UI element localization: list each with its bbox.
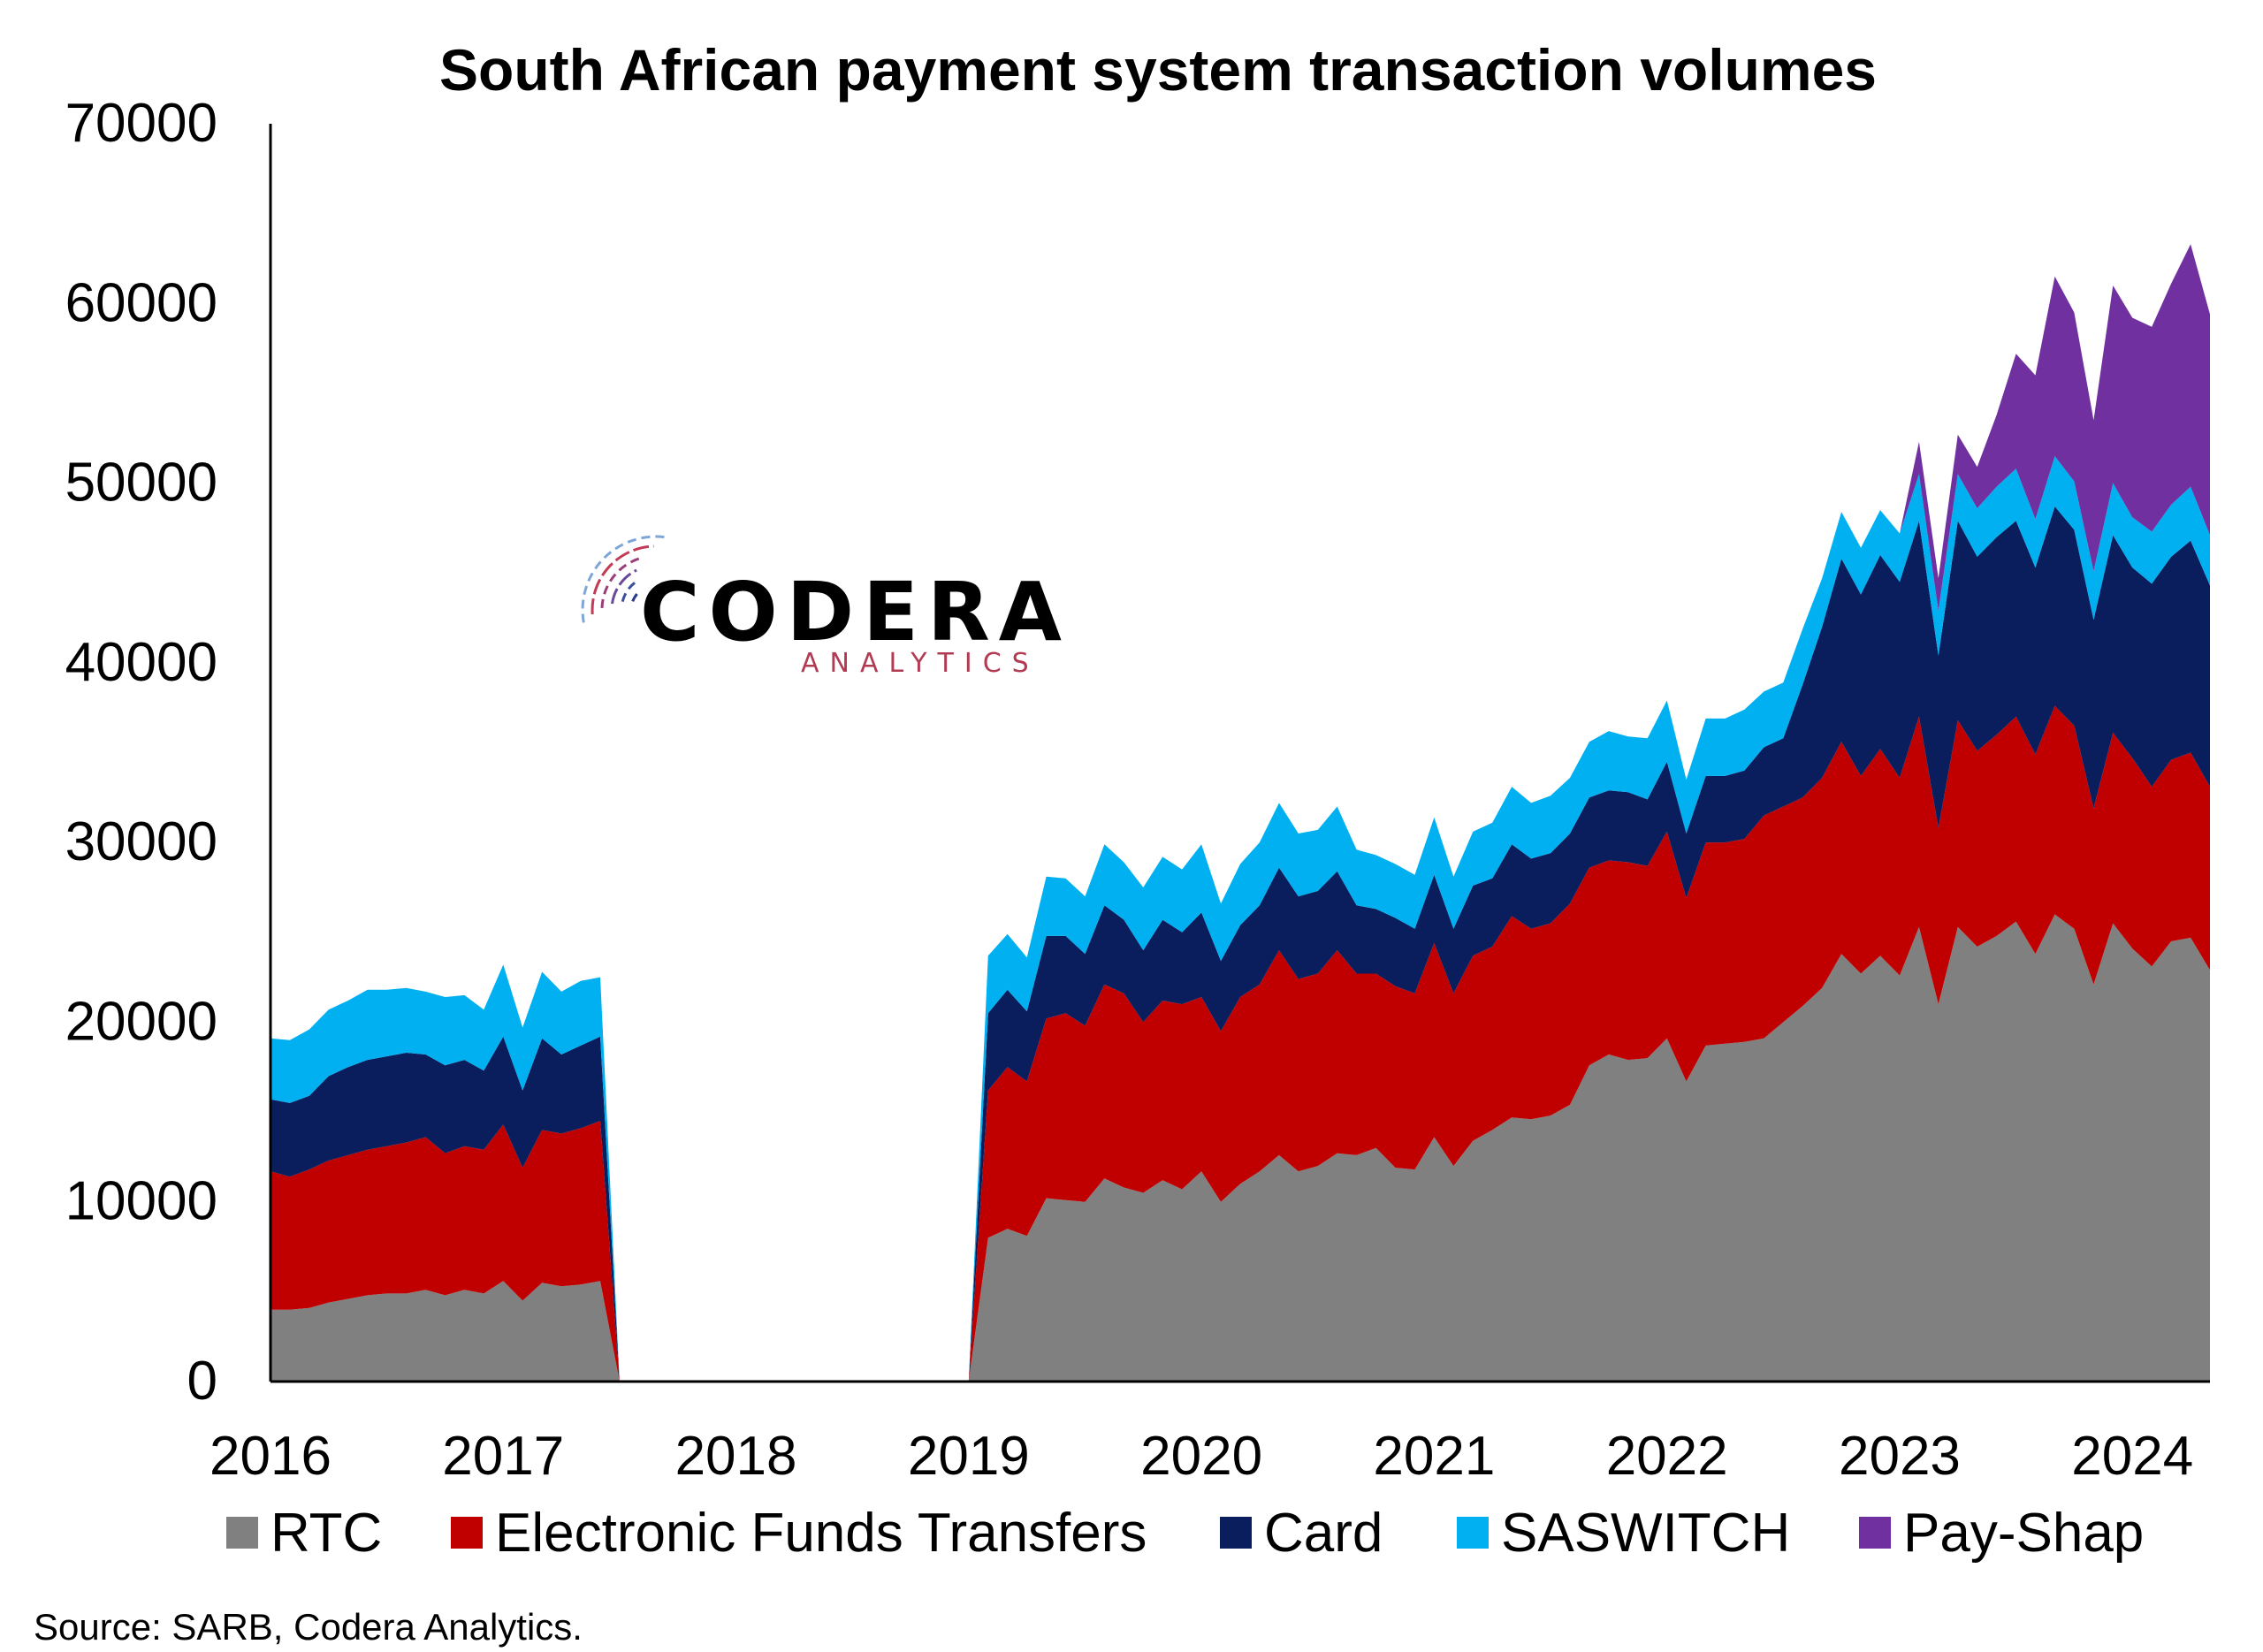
area-card <box>270 506 2210 1382</box>
logo-wordmark: CODERA <box>640 565 1071 659</box>
x-tick-label: 2017 <box>442 1426 564 1487</box>
axes <box>269 124 2210 1383</box>
logo-arc <box>621 582 636 603</box>
legend-label: RTC <box>270 1503 382 1564</box>
y-tick-label: 10000 <box>65 1171 217 1232</box>
area-rtc <box>270 914 2210 1382</box>
logo-arc <box>591 544 654 615</box>
logo-arc <box>631 593 638 602</box>
legend-swatch <box>1457 1517 1489 1549</box>
y-tick-label: 20000 <box>65 991 217 1052</box>
legend-swatch <box>1859 1517 1891 1549</box>
area-electronic-funds-transfers <box>270 705 2210 1382</box>
x-tick-label: 2023 <box>1839 1426 1961 1487</box>
x-tick-label: 2024 <box>2071 1426 2193 1487</box>
source-note: Source: SARB, Codera Analytics. <box>34 1606 583 1648</box>
logo-ring-icon <box>581 535 669 623</box>
stacked-area-group <box>270 244 2210 1382</box>
y-tick-label: 30000 <box>65 811 217 872</box>
x-tick-label: 2020 <box>1140 1426 1262 1487</box>
y-tick-label: 0 <box>187 1351 217 1412</box>
legend-swatch <box>226 1517 258 1549</box>
logo-arc <box>581 535 669 623</box>
x-tick-label: 2019 <box>908 1426 1030 1487</box>
y-tick-label: 60000 <box>65 272 217 333</box>
chart-title: South African payment system transaction… <box>439 37 1877 103</box>
y-tick-label: 70000 <box>65 93 217 154</box>
y-tick-labels: 0 10000 20000 30000 40000 50000 60000 70000 <box>65 93 217 1412</box>
logo-subtitle: ANALYTICS <box>801 648 1040 679</box>
legend-swatch <box>1220 1517 1252 1549</box>
y-tick-label: 50000 <box>65 453 217 514</box>
legend-label: SASWITCH <box>1501 1503 1790 1564</box>
x-tick-label: 2016 <box>210 1426 331 1487</box>
codera-logo: CODERA ANALYTICS <box>581 535 1071 679</box>
x-tick-labels: 2016 2017 2018 2019 2020 2021 2022 2023 2024 <box>210 1426 2193 1487</box>
area-pay-shap <box>270 244 2210 1382</box>
x-tick-label: 2018 <box>675 1426 797 1487</box>
y-tick-label: 40000 <box>65 632 217 693</box>
legend-label: Pay-Shap <box>1903 1503 2144 1564</box>
x-tick-label: 2022 <box>1606 1426 1728 1487</box>
legend-label: Electronic Funds Transfers <box>495 1503 1147 1564</box>
x-tick-label: 2021 <box>1373 1426 1495 1487</box>
logo-arc <box>611 568 637 605</box>
legend-swatch <box>451 1517 483 1549</box>
legend-label: Card <box>1264 1503 1383 1564</box>
legend: RTC Electronic Funds Transfers Card SASWITC… <box>226 1503 2144 1564</box>
logo-arc <box>600 556 644 608</box>
area-saswitch <box>270 456 2210 1382</box>
